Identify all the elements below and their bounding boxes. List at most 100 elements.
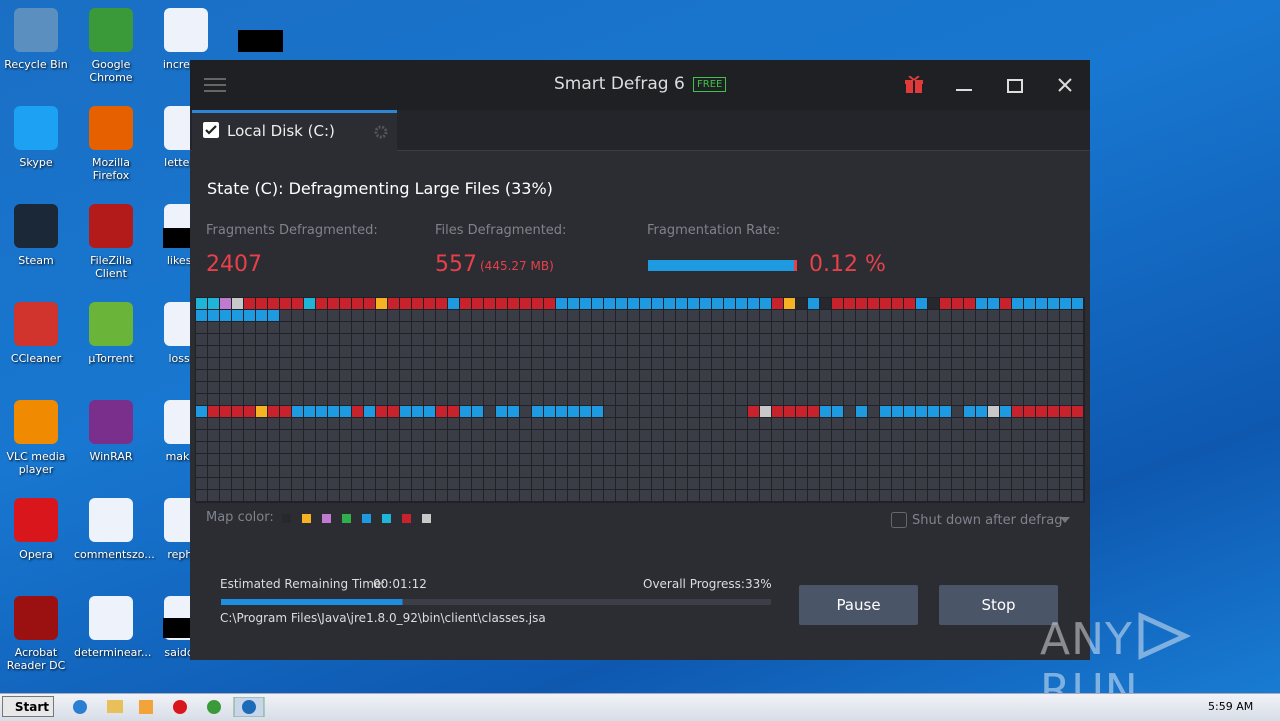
map-cell xyxy=(364,382,375,393)
map-cell xyxy=(376,358,387,369)
map-cell xyxy=(1012,490,1023,501)
map-cell xyxy=(988,358,999,369)
stop-button[interactable]: Stop xyxy=(939,585,1058,625)
maximize-button[interactable] xyxy=(1007,79,1023,93)
map-cell xyxy=(328,406,339,417)
desktop-icon[interactable]: Mozilla Firefox xyxy=(74,106,148,182)
map-cell xyxy=(316,298,327,309)
opera-button[interactable] xyxy=(173,700,187,714)
map-cell xyxy=(532,370,543,381)
map-cell xyxy=(556,298,567,309)
map-cell xyxy=(280,442,291,453)
map-cell xyxy=(412,370,423,381)
menu-button[interactable] xyxy=(204,78,226,92)
map-cell xyxy=(484,418,495,429)
map-cell xyxy=(496,418,507,429)
desktop-icon[interactable]: Recycle Bin xyxy=(0,8,73,71)
map-cell xyxy=(544,322,555,333)
map-cell xyxy=(556,490,567,501)
map-cell xyxy=(832,454,843,465)
ie-button[interactable] xyxy=(73,700,87,714)
map-cell xyxy=(316,358,327,369)
shutdown-checkbox[interactable] xyxy=(891,512,907,528)
map-cell xyxy=(616,430,627,441)
stat-label: Fragments Defragmented: xyxy=(206,223,378,238)
map-cell xyxy=(868,466,879,477)
map-cell xyxy=(604,406,615,417)
desktop-icon[interactable]: CCleaner xyxy=(0,302,73,365)
map-cell xyxy=(1048,442,1059,453)
desktop-icon[interactable]: Opera xyxy=(0,498,73,561)
shutdown-dropdown[interactable] xyxy=(1060,517,1070,523)
start-button[interactable]: Start xyxy=(2,696,54,717)
media-button[interactable] xyxy=(139,700,153,714)
explorer-button[interactable] xyxy=(107,700,123,713)
map-cell xyxy=(652,478,663,489)
state-text: State (C): Defragmenting Large Files (33… xyxy=(207,179,553,198)
map-cell xyxy=(220,478,231,489)
map-cell xyxy=(340,370,351,381)
map-cell xyxy=(580,406,591,417)
map-cell xyxy=(316,310,327,321)
map-cell xyxy=(772,334,783,345)
map-cell xyxy=(508,454,519,465)
map-cell xyxy=(1024,442,1035,453)
desktop-icon[interactable]: Skype xyxy=(0,106,73,169)
close-button[interactable] xyxy=(1058,78,1072,92)
map-cell xyxy=(604,322,615,333)
map-cell xyxy=(1048,358,1059,369)
map-cell xyxy=(844,346,855,357)
map-cell xyxy=(928,430,939,441)
map-cell xyxy=(700,382,711,393)
pause-button[interactable]: Pause xyxy=(799,585,918,625)
map-cell xyxy=(784,358,795,369)
map-cell xyxy=(1048,334,1059,345)
disk-checkbox[interactable] xyxy=(203,122,219,138)
map-cell xyxy=(316,466,327,477)
map-cell xyxy=(364,478,375,489)
map-cell xyxy=(736,454,747,465)
map-cell xyxy=(628,466,639,477)
map-cell xyxy=(616,490,627,501)
map-cell xyxy=(604,346,615,357)
map-cell xyxy=(1000,346,1011,357)
desktop-icon[interactable]: WinRAR xyxy=(74,400,148,463)
map-cell xyxy=(844,322,855,333)
map-cell xyxy=(436,310,447,321)
map-cell xyxy=(748,418,759,429)
desktop-icon[interactable]: µTorrent xyxy=(74,302,148,365)
map-cell xyxy=(976,466,987,477)
map-cell xyxy=(796,310,807,321)
chrome-button[interactable] xyxy=(207,700,221,714)
map-cell xyxy=(556,418,567,429)
map-cell xyxy=(712,466,723,477)
map-cell xyxy=(1036,322,1047,333)
map-cell xyxy=(1072,466,1083,477)
desktop-icon[interactable]: FileZilla Client xyxy=(74,204,148,280)
map-cell xyxy=(412,442,423,453)
desktop-icon[interactable]: commentszo... xyxy=(74,498,155,561)
tab-settings[interactable] xyxy=(374,125,388,139)
map-cell xyxy=(940,382,951,393)
map-cell xyxy=(436,358,447,369)
map-cell xyxy=(604,370,615,381)
map-cell xyxy=(652,382,663,393)
map-cell xyxy=(640,442,651,453)
map-cell xyxy=(592,358,603,369)
map-cell xyxy=(208,418,219,429)
desktop-icon[interactable]: Acrobat Reader DC xyxy=(0,596,73,672)
map-cell xyxy=(736,478,747,489)
map-cell xyxy=(544,346,555,357)
map-cell xyxy=(832,430,843,441)
desktop-icon[interactable]: Steam xyxy=(0,204,73,267)
map-cell xyxy=(496,346,507,357)
map-cell xyxy=(304,334,315,345)
minimize-button[interactable] xyxy=(956,78,972,94)
gift-button[interactable] xyxy=(905,76,923,94)
desktop-icon[interactable]: VLC media player xyxy=(0,400,73,476)
map-cell xyxy=(940,370,951,381)
disk-tab[interactable] xyxy=(192,110,397,151)
desktop-icon[interactable]: determinear... xyxy=(74,596,151,659)
map-cell xyxy=(220,382,231,393)
desktop-icon[interactable]: Google Chrome xyxy=(74,8,148,84)
